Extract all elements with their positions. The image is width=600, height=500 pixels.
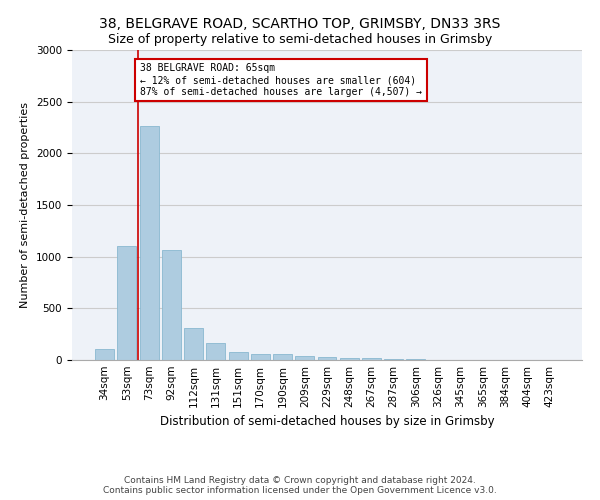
Y-axis label: Number of semi-detached properties: Number of semi-detached properties (20, 102, 31, 308)
Bar (340, 358, 359, 360)
Bar (162, 250, 181, 360)
Bar (251, 354, 270, 360)
Text: 38, BELGRAVE ROAD, SCARTHO TOP, GRIMSBY, DN33 3RS: 38, BELGRAVE ROAD, SCARTHO TOP, GRIMSBY,… (100, 18, 500, 32)
Text: 38 BELGRAVE ROAD: 65sqm
← 12% of semi-detached houses are smaller (604)
87% of s: 38 BELGRAVE ROAD: 65sqm ← 12% of semi-de… (140, 64, 422, 96)
Bar (362, 358, 381, 360)
Text: Contains HM Land Registry data © Crown copyright and database right 2024.
Contai: Contains HM Land Registry data © Crown c… (103, 476, 497, 495)
Bar (317, 358, 337, 360)
Bar (140, 126, 158, 360)
Bar (95, 348, 114, 360)
Bar (273, 354, 292, 360)
Bar (184, 328, 203, 360)
Bar (229, 352, 248, 360)
X-axis label: Distribution of semi-detached houses by size in Grimsby: Distribution of semi-detached houses by … (160, 416, 494, 428)
Bar (206, 344, 225, 360)
Bar (295, 356, 314, 360)
Text: Size of property relative to semi-detached houses in Grimsby: Size of property relative to semi-detach… (108, 32, 492, 46)
Bar (118, 246, 136, 360)
